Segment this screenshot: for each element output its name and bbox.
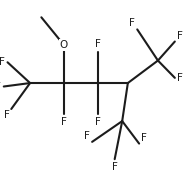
Text: F: F <box>177 73 183 83</box>
Text: F: F <box>61 117 67 127</box>
Text: F: F <box>0 57 5 67</box>
Text: F: F <box>130 18 135 28</box>
Text: F: F <box>112 162 118 172</box>
Text: F: F <box>0 81 1 92</box>
Text: F: F <box>141 133 147 143</box>
Text: F: F <box>95 39 101 49</box>
Text: F: F <box>177 31 183 41</box>
Text: O: O <box>60 40 68 50</box>
Text: F: F <box>95 117 101 127</box>
Text: F: F <box>84 131 90 141</box>
Text: F: F <box>4 110 9 120</box>
